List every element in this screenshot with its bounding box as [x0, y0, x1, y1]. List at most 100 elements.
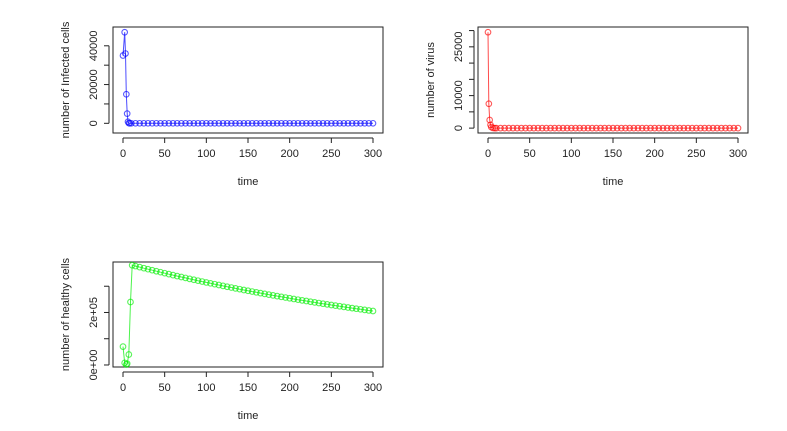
data-point — [336, 302, 344, 310]
data-point — [298, 297, 306, 304]
data-point — [123, 110, 131, 117]
data-point — [361, 119, 369, 127]
data-point — [294, 296, 302, 304]
data-point — [286, 119, 294, 127]
data-point — [121, 28, 129, 36]
data-point — [136, 119, 144, 127]
y-tick-label: 0 — [88, 120, 100, 126]
data-point — [302, 119, 310, 127]
data-point — [559, 124, 567, 132]
data-point — [497, 124, 504, 132]
data-point — [538, 124, 546, 132]
data-point — [261, 290, 269, 298]
x-tick-label: 200 — [280, 382, 298, 394]
data-point — [713, 124, 721, 132]
data-point — [122, 50, 129, 57]
plot-panel-2: 0 50 100 150 200 250 300 time 0 10000 25000 number … — [425, 26, 749, 188]
data-point — [128, 261, 136, 269]
data-point — [726, 124, 734, 132]
x-tick-label: 300 — [364, 148, 382, 160]
data-point — [634, 124, 642, 132]
data-point — [152, 119, 160, 127]
data-point — [227, 119, 235, 127]
data-point — [232, 285, 239, 292]
data-point — [215, 119, 223, 127]
data-point — [311, 299, 319, 306]
data-point — [132, 119, 139, 127]
data-point — [257, 119, 264, 127]
data-point — [709, 124, 717, 132]
data-point — [509, 124, 517, 132]
data-point — [332, 119, 339, 127]
x-tick-label: 50 — [159, 382, 171, 394]
data-point — [327, 301, 335, 309]
data-point — [148, 266, 156, 274]
data-point — [182, 119, 189, 127]
data-point — [580, 124, 588, 132]
data-point — [340, 303, 348, 311]
data-point — [125, 351, 133, 358]
data-point — [252, 288, 260, 296]
x-axis-label: time — [238, 176, 259, 188]
data-point — [290, 295, 298, 303]
data-point — [605, 124, 613, 132]
y-tick-label: 40000 — [88, 31, 100, 62]
data-point — [207, 279, 214, 287]
data-point — [123, 360, 131, 368]
data-point — [323, 300, 331, 308]
data-point — [244, 287, 252, 295]
data-point — [169, 119, 177, 127]
data-point — [232, 119, 239, 127]
data-point — [344, 304, 352, 311]
data-point — [357, 119, 364, 127]
data-point — [198, 278, 206, 285]
x-tick-label: 100 — [562, 148, 580, 160]
x-tick-label: 300 — [729, 148, 747, 160]
data-point — [717, 124, 725, 132]
x-tick-label: 150 — [239, 148, 257, 160]
data-point — [290, 119, 298, 127]
data-point — [198, 119, 206, 127]
data-point — [190, 276, 198, 284]
data-point — [194, 277, 202, 285]
data-point — [705, 124, 713, 132]
data-point — [236, 119, 244, 127]
data-point — [651, 124, 659, 132]
x-tick-label: 50 — [524, 148, 536, 160]
data-point — [157, 119, 164, 127]
y-tick-label: 10000 — [453, 80, 465, 111]
y-tick-label: 0e+00 — [88, 350, 100, 381]
data-point — [307, 119, 314, 127]
x-axis-label: time — [603, 176, 624, 188]
data-point — [173, 119, 181, 127]
x-tick-label: 100 — [197, 148, 215, 160]
data-point — [597, 124, 604, 132]
data-point — [676, 124, 684, 132]
data-point — [572, 124, 579, 132]
data-point — [365, 307, 373, 314]
data-point — [294, 119, 302, 127]
data-point — [273, 119, 281, 127]
data-point — [136, 263, 144, 271]
data-point — [361, 306, 369, 314]
data-point — [148, 119, 156, 127]
x-tick-label: 300 — [364, 382, 382, 394]
data-point — [576, 124, 584, 132]
data-point — [240, 119, 248, 127]
y-tick-label: 0 — [453, 125, 465, 131]
data-point — [161, 269, 169, 277]
data-point — [332, 302, 339, 309]
plot-box — [112, 26, 384, 134]
data-point — [563, 124, 571, 132]
x-tick-label: 250 — [322, 382, 340, 394]
data-point — [302, 297, 310, 305]
data-point — [642, 124, 650, 132]
data-point — [542, 124, 550, 132]
data-point — [194, 119, 202, 127]
y-tick-label: 20000 — [88, 69, 100, 100]
data-point — [352, 305, 360, 313]
data-point — [177, 119, 185, 127]
data-point — [655, 124, 663, 132]
series-line — [487, 32, 738, 129]
